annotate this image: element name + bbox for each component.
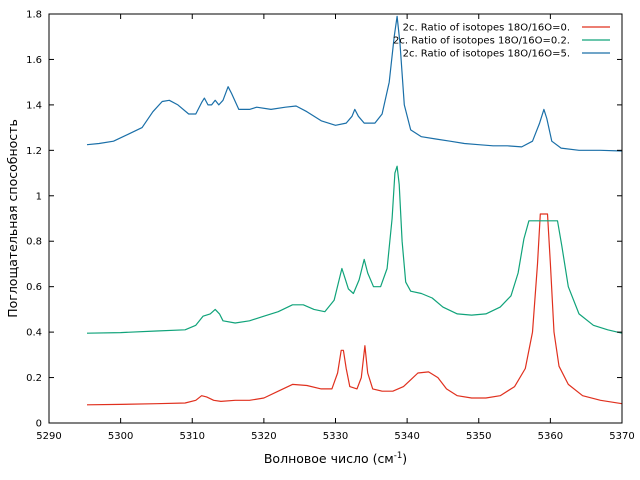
x-tick-label: 5370 [609,431,634,442]
x-tick-label: 5350 [466,431,491,442]
y-tick-label: 1.8 [26,10,42,21]
x-tick-label: 5360 [538,431,563,442]
series-line-2 [86,165,623,334]
legend-label: 2c. Ratio of isotopes 18O/16O=0. [403,23,570,34]
x-tick-label: 5340 [394,431,419,442]
y-tick-label: 0.8 [26,237,42,248]
x-tick-label: 5290 [36,431,61,442]
legend: 2c. Ratio of isotopes 18O/16O=0. 2c. Rati… [393,23,610,60]
y-tick-label: 0.6 [26,282,42,293]
x-tick-label: 5330 [323,431,348,442]
series-line-1 [86,213,623,406]
y-axis: 0 0.2 0.4 0.6 0.8 1 1.2 1.4 1.6 1.8 [26,10,622,430]
x-axis-title-main: Волновое число (см [264,451,394,466]
y-tick-label: 1 [36,191,42,202]
x-axis: 5290 5300 5310 5320 5330 5340 5350 5360 5370 [36,14,635,442]
legend-label: 2c. Ratio of isotopes 18O/16O=5. [403,49,570,60]
x-axis-title-sup: -1 [394,451,402,461]
y-tick-label: 0 [36,419,42,430]
x-tick-label: 5320 [251,431,276,442]
x-axis-title: Волновое число (см-1) [264,451,407,466]
x-tick-label: 5300 [108,431,133,442]
y-tick-label: 1.4 [26,100,42,111]
y-tick-label: 0.2 [26,373,42,384]
plot-lines [86,15,623,406]
y-tick-label: 1.6 [26,55,42,66]
y-tick-label: 1.2 [26,146,42,157]
y-axis-title: Поглощательная способность [5,119,20,318]
x-tick-label: 5310 [180,431,205,442]
x-axis-title-tail: ) [402,451,407,466]
plot-frame [48,13,623,424]
legend-label: 2c. Ratio of isotopes 18O/16O=0.2. [393,36,570,47]
series-line-3 [86,15,623,152]
y-tick-label: 0.4 [26,328,42,339]
